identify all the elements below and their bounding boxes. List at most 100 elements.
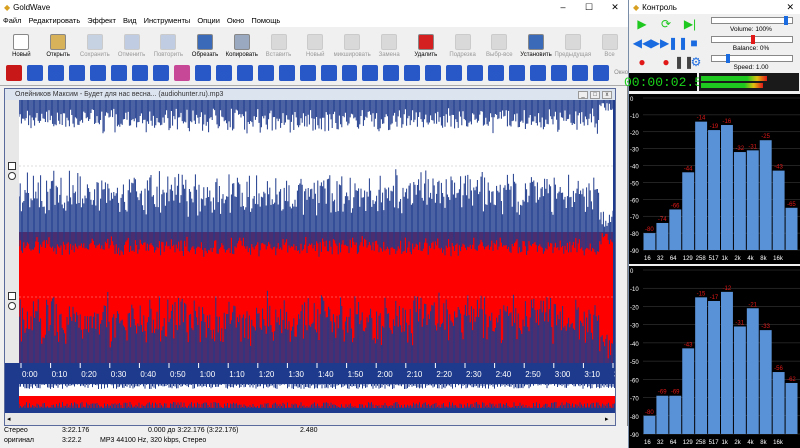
fade-out-icon[interactable] — [488, 64, 505, 81]
menu-item-2[interactable]: Эффект — [87, 16, 116, 25]
toolbar-button-11[interactable]: Удалить — [407, 27, 444, 60]
rewind-icon[interactable]: ◀◀ — [632, 36, 652, 50]
toolbar-button-2[interactable]: Сохранить — [76, 27, 113, 60]
spectrum-xlabel: 32 — [657, 440, 664, 446]
toolbar-button-10[interactable]: Замена — [371, 27, 408, 60]
toolbar-button-16[interactable]: Все — [591, 27, 628, 60]
speaker-both-icon[interactable] — [551, 64, 568, 81]
spectrum-xlabel: 16k — [773, 440, 784, 446]
spectrum-xlabel: 64 — [670, 256, 677, 262]
speaker-icon[interactable] — [530, 64, 547, 81]
menu-item-0[interactable]: Файл — [3, 16, 22, 25]
balance-slider[interactable] — [711, 35, 793, 44]
spectrum-xlabel: 2k — [734, 256, 741, 262]
right-channel-checkbox[interactable] — [8, 292, 16, 300]
minimize-button[interactable]: – — [560, 1, 566, 12]
control-title: Контроль — [642, 2, 677, 12]
volume-slider[interactable] — [711, 16, 793, 25]
waveform-display[interactable] — [19, 100, 613, 363]
horizontal-scrollbar[interactable]: ◂ ▸ — [5, 413, 615, 425]
play-loop-icon[interactable]: ⟳ — [660, 17, 672, 31]
scroll-right-icon[interactable]: ▸ — [605, 416, 609, 423]
toolbar-button-13[interactable]: Выбр-все — [481, 27, 518, 60]
toolbar-button-7[interactable]: Вставить — [260, 27, 297, 60]
control-close-button[interactable]: ✕ — [786, 1, 794, 12]
record-icon[interactable] — [6, 64, 22, 81]
equalizer-icon[interactable] — [194, 64, 211, 81]
doc-close-button[interactable]: x — [602, 90, 612, 99]
arrow-right-icon[interactable] — [89, 64, 106, 81]
globe-icon[interactable] — [47, 64, 64, 81]
menu-item-3[interactable]: Вид — [122, 16, 137, 25]
toolbar-button-3[interactable]: Отменить — [113, 27, 150, 60]
menu-item-1[interactable]: Редактировать — [28, 16, 81, 25]
fast-forward-icon[interactable]: ▶▶ — [650, 36, 670, 50]
toolbar-button-6[interactable]: Копировать — [223, 27, 260, 60]
right-channel-radio[interactable] — [8, 302, 16, 310]
mixer-icon[interactable] — [299, 64, 316, 81]
expand-icon[interactable] — [404, 64, 421, 81]
xy-icon[interactable] — [68, 64, 85, 81]
colorwheel-icon[interactable] — [173, 64, 190, 81]
menu-item-4[interactable]: Инструменты — [143, 16, 191, 25]
play-icon[interactable]: ▶ — [637, 17, 647, 31]
play-selection-icon[interactable]: ▶| — [683, 17, 697, 31]
speaker-right-icon[interactable] — [509, 64, 526, 81]
status-mode: оригинал — [4, 437, 35, 444]
left-channel-checkbox[interactable] — [8, 162, 16, 170]
spectrum-ylabel: -30 — [630, 324, 639, 330]
document-window: Олейников Максим - Будет для нас весна..… — [4, 88, 616, 426]
toolbar-button-1[interactable]: Открыть — [40, 27, 77, 60]
doc-restore-button[interactable]: □ — [590, 90, 600, 99]
record-icon[interactable]: ● — [638, 55, 646, 69]
chart-icon[interactable] — [383, 64, 400, 81]
speaker-left-icon[interactable] — [425, 64, 442, 81]
undo-curve-icon[interactable] — [131, 64, 148, 81]
spectrum-xlabel: 4k — [747, 440, 754, 446]
scroll-left-icon[interactable]: ◂ — [7, 416, 11, 423]
maximize-button[interactable]: ☐ — [584, 1, 594, 12]
toolbar-button-14[interactable]: Установить — [518, 27, 555, 60]
spectrum-xlabel: 8k — [760, 256, 767, 262]
mute-speaker-icon[interactable] — [572, 64, 589, 81]
toolbar-button-0[interactable]: Новый — [3, 27, 40, 60]
close-button[interactable]: ✕ — [611, 1, 619, 12]
toolbar-button-8[interactable]: Новый — [297, 27, 334, 60]
resize-arrows-icon[interactable] — [26, 64, 43, 81]
toolbar-button-15[interactable]: Предыдущая — [554, 27, 591, 60]
arrow-left-icon[interactable] — [236, 64, 253, 81]
pause-record-icon[interactable]: ❚❚ — [673, 55, 695, 69]
spectrum-bar — [772, 372, 785, 434]
spectrum-ylabel: -90 — [630, 433, 639, 439]
echo-icon[interactable] — [593, 64, 610, 81]
toolbar-button-12[interactable]: Подрезка — [444, 27, 481, 60]
settings-icon[interactable]: ⚙ — [690, 55, 702, 69]
effects-window-label[interactable]: Окно — [614, 69, 629, 76]
copy-icon — [233, 34, 250, 50]
toolbar-button-9[interactable]: микшировать — [334, 27, 371, 60]
cross-icon[interactable] — [362, 64, 379, 81]
doc-minimize-button[interactable]: _ — [578, 90, 588, 99]
play-right-icon[interactable] — [446, 64, 463, 81]
status-length: 3:22.176 — [62, 427, 90, 434]
fade-in-icon[interactable] — [467, 64, 484, 81]
arrow-down-icon[interactable] — [110, 64, 127, 81]
left-channel-radio[interactable] — [8, 172, 16, 180]
record-new-icon[interactable]: ● — [662, 55, 670, 69]
menu-item-5[interactable]: Опции — [197, 16, 220, 25]
toolbar-button-5[interactable]: Обрезать — [187, 27, 224, 60]
overview-waveform[interactable] — [19, 381, 615, 411]
toolbar-button-4[interactable]: Повторить — [150, 27, 187, 60]
menu-item-7[interactable]: Помощь — [251, 16, 281, 25]
arch-icon[interactable] — [320, 64, 337, 81]
pause-icon[interactable]: ❚❚ — [667, 36, 689, 50]
spectrum-icon[interactable] — [341, 64, 358, 81]
speed-slider[interactable] — [711, 54, 793, 63]
stop-icon[interactable]: ■ — [690, 36, 698, 50]
spectrum-ylabel: -70 — [630, 397, 639, 403]
stack-icon[interactable] — [215, 64, 232, 81]
compressor-icon[interactable] — [152, 64, 169, 81]
pan-icon[interactable] — [278, 64, 295, 81]
split-icon[interactable] — [257, 64, 274, 81]
menu-item-6[interactable]: Окно — [226, 16, 245, 25]
